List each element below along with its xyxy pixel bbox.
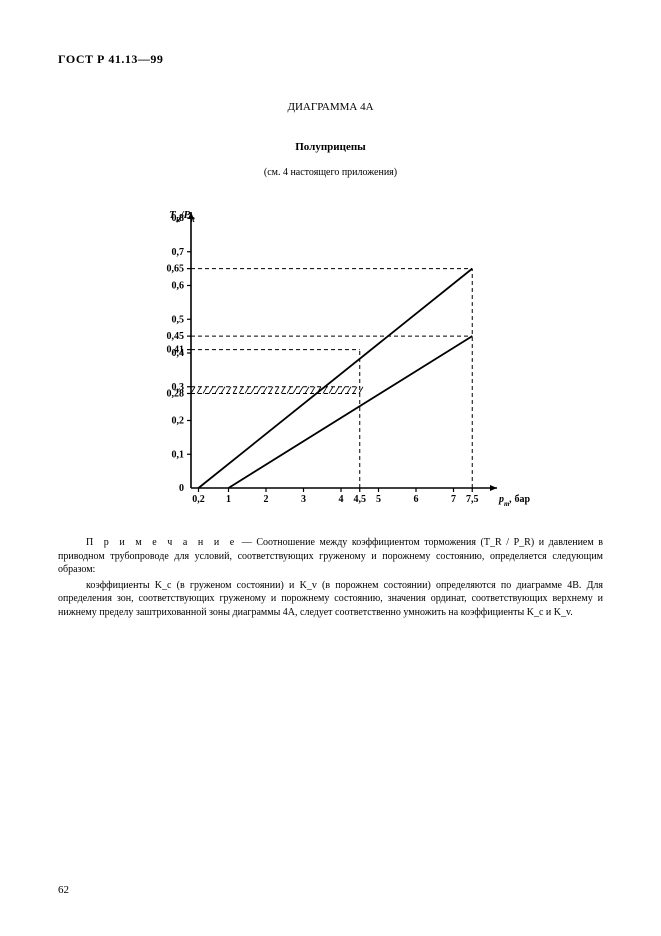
svg-text:0: 0 (179, 483, 184, 494)
svg-text:3: 3 (301, 494, 306, 505)
svg-text:7,5: 7,5 (466, 494, 479, 505)
svg-text:7: 7 (451, 494, 456, 505)
chart-container: 0,212344,55677,50,10,20,280,30,40,410,45… (58, 198, 603, 518)
note-p2: коэффициенты K_c (в груженом состоянии) … (58, 580, 603, 618)
svg-text:1: 1 (226, 494, 231, 505)
svg-text:0,3: 0,3 (171, 382, 184, 393)
svg-text:0,5: 0,5 (171, 314, 184, 325)
note-paragraph-2: коэффициенты K_c (в груженом состоянии) … (58, 579, 603, 620)
doc-header: ГОСТ Р 41.13—99 (58, 52, 603, 67)
svg-text:0,2: 0,2 (192, 494, 205, 505)
svg-text:0,6: 0,6 (171, 281, 184, 292)
svg-text:4,5: 4,5 (353, 494, 366, 505)
svg-text:0,41: 0,41 (166, 345, 184, 356)
svg-text:6: 6 (413, 494, 418, 505)
diagram-caption: (см. 4 настоящего приложения) (58, 167, 603, 178)
svg-text:2: 2 (263, 494, 268, 505)
svg-text:0,7: 0,7 (171, 247, 184, 258)
diagram-chart: 0,212344,55677,50,10,20,280,30,40,410,45… (131, 198, 531, 518)
svg-text:5: 5 (376, 494, 381, 505)
svg-text:0,1: 0,1 (171, 449, 184, 460)
note-prefix: П р и м е ч а н и е (86, 537, 237, 548)
svg-text:0,45: 0,45 (166, 331, 184, 342)
note-dash: — (237, 537, 256, 548)
svg-text:0,65: 0,65 (166, 264, 184, 275)
svg-text:4: 4 (338, 494, 343, 505)
page-number: 62 (58, 884, 69, 896)
page: ГОСТ Р 41.13—99 ДИАГРАММА 4А Полуприцепы… (0, 0, 661, 936)
svg-text:pm, бар: pm, бар (498, 494, 530, 508)
diagram-label: ДИАГРАММА 4А (58, 101, 603, 113)
diagram-title: Полуприцепы (58, 141, 603, 153)
note-paragraph-1: П р и м е ч а н и е — Соотношение между … (58, 536, 603, 577)
svg-text:0,2: 0,2 (171, 416, 184, 427)
